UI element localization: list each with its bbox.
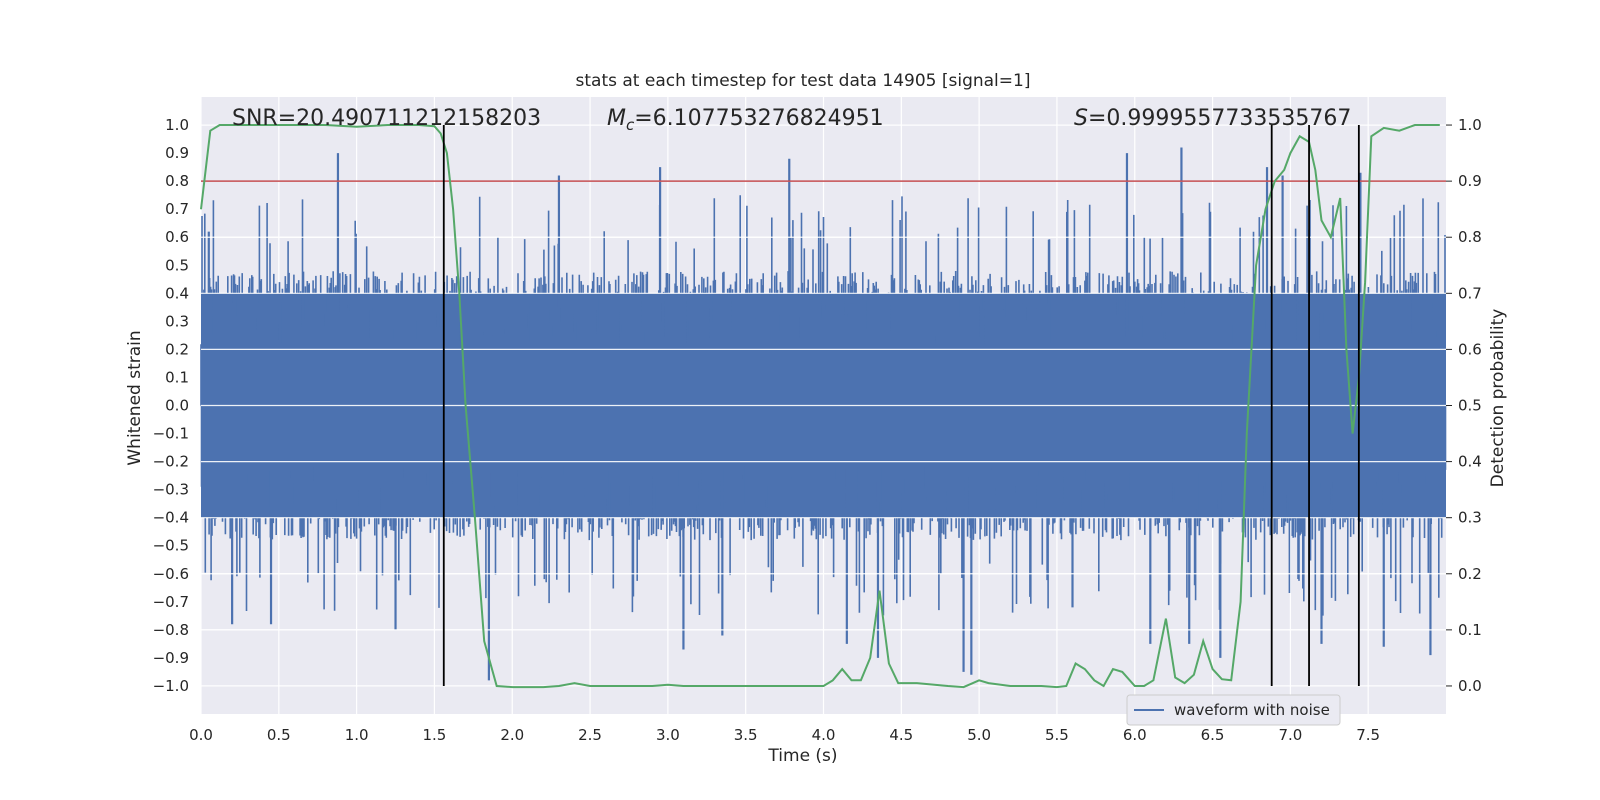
x-tick-15: 7.5 <box>1356 726 1380 744</box>
mc-subscript: c <box>626 116 635 134</box>
x-tick-14: 7.0 <box>1278 726 1302 744</box>
chart-title: stats at each timestep for test data 149… <box>576 71 1031 91</box>
y2-axis-ticks: 0.0 0.1 0.2 0.3 0.4 0.5 0.6 0.7 0.8 0.9 1.0 <box>1446 116 1482 695</box>
legend-box <box>1126 694 1341 726</box>
y-tick-12: 0.2 <box>165 340 189 358</box>
x-tick-7: 3.5 <box>734 726 758 744</box>
y2-tick-2: 0.2 <box>1458 565 1482 583</box>
legend: waveform with noise <box>1126 694 1341 726</box>
x-tick-6: 3.0 <box>656 726 680 744</box>
x-tick-2: 1.0 <box>345 726 369 744</box>
x-tick-11: 5.5 <box>1045 726 1069 744</box>
y-tick-1: −0.9 <box>153 649 189 667</box>
detection-probability-series <box>200 124 1440 689</box>
y2-axis-label: Detection probability <box>1488 309 1508 488</box>
y-tick-6: −0.4 <box>153 509 189 527</box>
x-tick-1: 0.5 <box>267 726 291 744</box>
s-value: =0.9999557733535767 <box>1088 106 1351 131</box>
legend-label: waveform with noise <box>1174 701 1330 719</box>
y-tick-7: −0.3 <box>153 481 189 499</box>
mc-symbol: M <box>607 106 626 131</box>
y-tick-17: 0.7 <box>165 200 189 218</box>
y-axis-label: Whitened strain <box>125 330 145 465</box>
y2-tick-3: 0.3 <box>1458 509 1482 527</box>
y2-tick-9: 0.9 <box>1458 172 1482 190</box>
x-axis-label: Time (s) <box>767 746 837 766</box>
y-tick-18: 0.8 <box>165 172 189 190</box>
y-tick-4: −0.6 <box>153 565 189 583</box>
x-axis-ticks: 0.0 0.5 1.0 1.5 2.0 2.5 3.0 3.5 4.0 4.5 5.0 5.5 6.0 6… <box>189 726 1380 744</box>
y-tick-11: 0.1 <box>165 368 189 386</box>
y-tick-10: 0.0 <box>165 397 189 415</box>
y-tick-3: −0.7 <box>153 593 189 611</box>
x-tick-10: 5.0 <box>967 726 991 744</box>
y2-tick-5: 0.5 <box>1458 397 1482 415</box>
y-tick-20: 1.0 <box>165 116 189 134</box>
x-tick-4: 2.0 <box>500 726 524 744</box>
waveform-series <box>200 124 1447 687</box>
y-tick-8: −0.2 <box>153 453 189 471</box>
x-tick-3: 1.5 <box>423 726 447 744</box>
s-symbol: S <box>1074 106 1088 131</box>
y-tick-5: −0.5 <box>153 537 189 555</box>
y-axis-ticks: −1.0 −0.9 −0.8 −0.7 −0.6 −0.5 −0.4 −0.3 −0.2 −0.1… <box>153 116 189 695</box>
y-tick-19: 0.9 <box>165 144 189 162</box>
y2-tick-4: 0.4 <box>1458 453 1482 471</box>
y2-tick-1: 0.1 <box>1458 621 1482 639</box>
probability-line <box>200 124 1440 689</box>
x-tick-8: 4.0 <box>812 726 836 744</box>
x-tick-9: 4.5 <box>889 726 913 744</box>
score-annotation: S=0.9999557733535767 <box>1074 106 1351 131</box>
y2-tick-8: 0.8 <box>1458 228 1482 246</box>
chirp-mass-annotation: Mc=6.107753276824951 <box>607 106 884 134</box>
x-tick-13: 6.5 <box>1201 726 1225 744</box>
y-tick-15: 0.5 <box>165 256 189 274</box>
y-tick-9: −0.1 <box>153 425 189 443</box>
y2-tick-6: 0.6 <box>1458 340 1482 358</box>
y2-tick-0: 0.0 <box>1458 677 1482 695</box>
x-tick-5: 2.5 <box>578 726 602 744</box>
x-tick-12: 6.0 <box>1123 726 1147 744</box>
y2-tick-7: 0.7 <box>1458 284 1482 302</box>
y-tick-13: 0.3 <box>165 312 189 330</box>
snr-annotation: SNR=20.490711212158203 <box>232 106 541 131</box>
mc-value: =6.107753276824951 <box>634 106 883 131</box>
vertical-markers <box>442 125 1360 686</box>
y2-tick-10: 1.0 <box>1458 116 1482 134</box>
y-tick-14: 0.4 <box>165 284 189 302</box>
y-tick-2: −0.8 <box>153 621 189 639</box>
x-tick-0: 0.0 <box>189 726 213 744</box>
y-tick-16: 0.6 <box>165 228 189 246</box>
y-tick-0: −1.0 <box>153 677 189 695</box>
